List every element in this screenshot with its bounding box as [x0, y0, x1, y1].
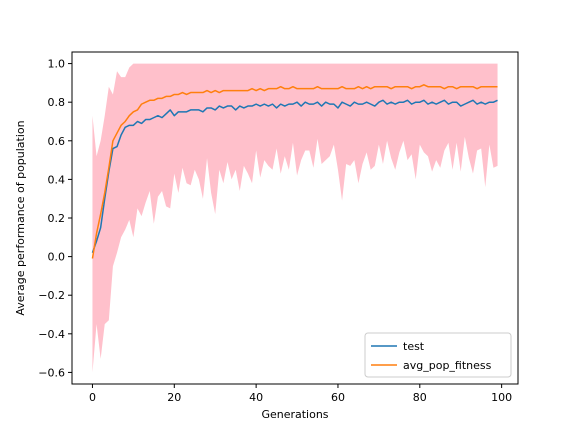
legend: test avg_pop_fitness [364, 332, 512, 378]
y-tick-label: −0.4 [38, 328, 65, 341]
series-line-test [91, 99, 498, 253]
x-tick-label: 60 [331, 391, 345, 404]
confidence-band [92, 63, 498, 373]
y-tick-label: 0.8 [48, 96, 66, 109]
x-tick-label: 80 [413, 391, 427, 404]
y-tick-label: 0.2 [48, 212, 66, 225]
series-line-avg-pop-fitness [91, 84, 498, 259]
x-axis-ticks: 0 20 40 60 80 100 [89, 384, 512, 404]
x-tick-label: 20 [167, 391, 181, 404]
x-tick-label: 100 [491, 391, 512, 404]
confidence-band-layer [92, 63, 498, 373]
legend-box [364, 332, 512, 378]
y-axis-ticks: −0.6 −0.4 −0.2 0.0 0.2 0.4 0.6 0.8 1.0 [38, 58, 72, 379]
series-layer [91, 84, 498, 259]
y-tick-label: −0.2 [38, 289, 65, 302]
x-tick-label: 40 [249, 391, 263, 404]
y-axis-label: Average performance of population [14, 120, 27, 315]
y-tick-label: 0.0 [48, 251, 66, 264]
x-axis-label: Generations [261, 408, 328, 421]
y-tick-label: 0.4 [48, 173, 66, 186]
legend-label-test: test [403, 340, 425, 353]
legend-label-avg-pop-fitness: avg_pop_fitness [403, 359, 492, 372]
y-tick-label: 0.6 [48, 135, 66, 148]
y-tick-label: −0.6 [38, 366, 65, 379]
x-tick-label: 0 [89, 391, 96, 404]
y-tick-label: 1.0 [48, 58, 66, 71]
